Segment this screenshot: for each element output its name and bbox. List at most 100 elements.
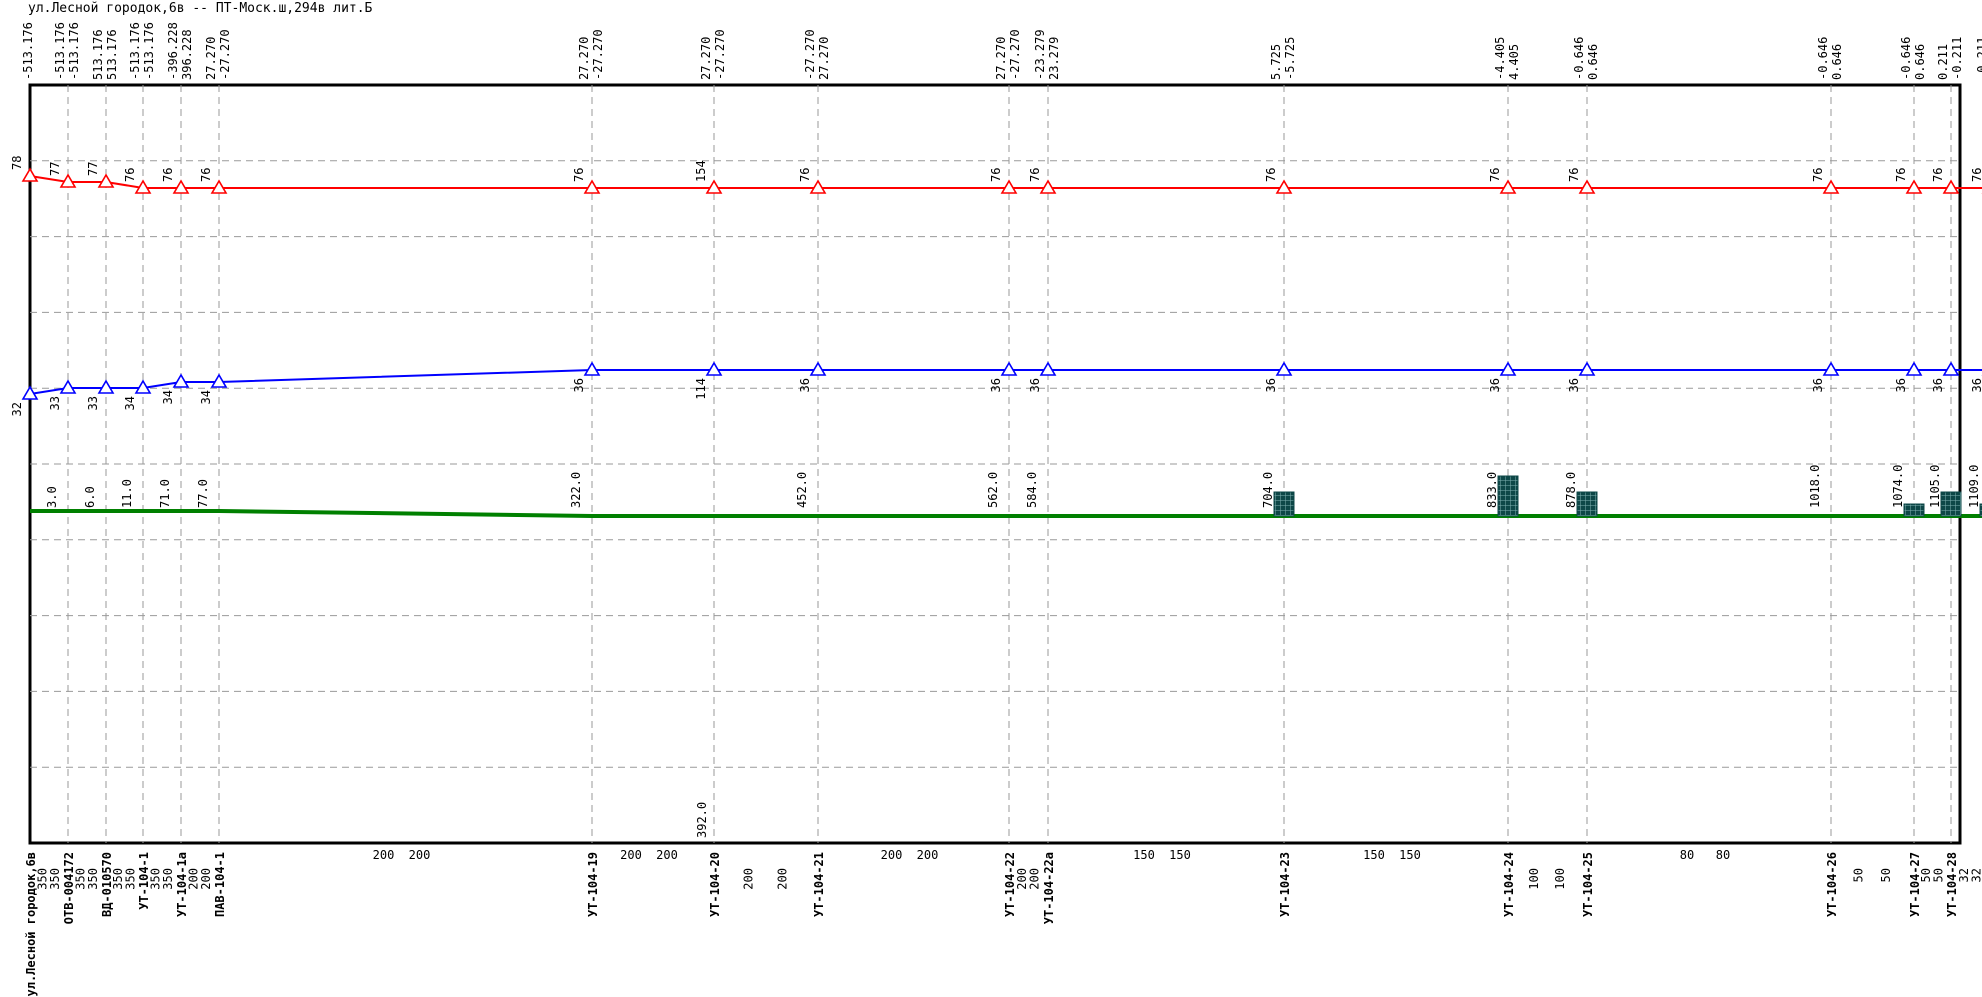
series-value-label: 36 [1970, 378, 1982, 392]
series-value-label: 76 [1931, 168, 1945, 182]
hatch-block [1273, 491, 1295, 517]
hatch-block [1940, 491, 1962, 517]
series-value-label: 34 [123, 396, 137, 410]
segment-length-label: 200 [776, 868, 790, 890]
top-value-label: 23.279 [1047, 37, 1061, 80]
top-value-label: 27.270 [577, 37, 591, 80]
elevation-label: 77.0 [196, 479, 210, 508]
elevation-label: 1109.0 [1967, 465, 1981, 508]
series-value-label: 76 [989, 168, 1003, 182]
elevation-label: 562.0 [986, 472, 1000, 508]
series-value-label: 32 [10, 402, 24, 416]
segment-length-label: 200 [199, 868, 213, 890]
top-value-label: -0.646 [1572, 37, 1586, 80]
elevation-label: 392.0 [695, 802, 709, 838]
segment-length-label: 350 [86, 868, 100, 890]
segment-length-label: 80 [1716, 848, 1730, 862]
series-value-label: 77 [48, 162, 62, 176]
series-value-label: 76 [798, 168, 812, 182]
top-value-label: -513.176 [128, 22, 142, 80]
series-value-label: 76 [1894, 168, 1908, 182]
elevation-label: 452.0 [795, 472, 809, 508]
series-marker [210, 373, 228, 388]
series-marker [21, 385, 39, 400]
chart-title: ул.Лесной городок,6в -- ПТ-Моск.ш,294в л… [28, 1, 373, 16]
top-value-label: 27.270 [994, 37, 1008, 80]
elevation-label: 1105.0 [1928, 465, 1942, 508]
top-value-label: -27.270 [1008, 29, 1022, 80]
segment-length-label: 150 [1169, 848, 1191, 862]
node-name-label: УТ-104-24 [1502, 852, 1516, 917]
top-value-label: -0.646 [1816, 37, 1830, 80]
series-marker [172, 373, 190, 388]
top-value-label: -27.270 [591, 29, 605, 80]
series-marker [1905, 179, 1923, 194]
series-marker [1499, 361, 1517, 376]
elevation-label: 322.0 [569, 472, 583, 508]
series-value-label: 76 [161, 168, 175, 182]
elevation-line [30, 509, 1982, 518]
segment-length-label: 32 [1970, 868, 1982, 882]
segment-length-label: 200 [373, 848, 395, 862]
segment-length-label: 350 [123, 868, 137, 890]
segment-length-label: 200 [1028, 868, 1042, 890]
top-value-label: 0.211 [1936, 44, 1950, 80]
series-marker [1822, 179, 1840, 194]
series-value-label: 76 [1264, 168, 1278, 182]
series-value-label: 78 [10, 156, 24, 170]
series-marker [59, 379, 77, 394]
hatch-block [1903, 503, 1925, 517]
segment-length-label: 100 [1553, 868, 1567, 890]
segment-length-label: 80 [1680, 848, 1694, 862]
node-name-label: УТ-104-23 [1278, 852, 1292, 917]
elevation-label: 878.0 [1564, 472, 1578, 508]
node-name-label: УТ-104-1а [175, 852, 189, 917]
series-marker [172, 179, 190, 194]
top-value-label: -513.176 [53, 22, 67, 80]
top-value-label: 513.176 [91, 29, 105, 80]
series-marker [1499, 179, 1517, 194]
segment-length-label: 200 [881, 848, 903, 862]
top-value-label: -513.176 [67, 22, 81, 80]
series-marker [1578, 179, 1596, 194]
top-value-label: 0.646 [1830, 44, 1844, 80]
series-marker [809, 179, 827, 194]
top-value-label: 27.270 [699, 37, 713, 80]
segment-length-label: 200 [917, 848, 939, 862]
series-value-label: 34 [161, 390, 175, 404]
elevation-label: 1074.0 [1891, 465, 1905, 508]
series-value-label: 154 [694, 160, 708, 182]
series-value-label: 77 [86, 162, 100, 176]
series-marker [1942, 361, 1960, 376]
series-value-label: 36 [1488, 378, 1502, 392]
top-value-label: -5.725 [1283, 37, 1297, 80]
series-line [29, 175, 1982, 189]
series-marker [1822, 361, 1840, 376]
top-value-label: -23.279 [1033, 29, 1047, 80]
series-marker [59, 173, 77, 188]
node-name-label: УТ-104-1 [137, 852, 151, 910]
node-name-label: УТ-104-26 [1825, 852, 1839, 917]
segment-length-label: 200 [187, 868, 201, 890]
top-value-label: -0.211 [1975, 37, 1982, 80]
series-marker [1275, 361, 1293, 376]
top-value-label: -513.176 [21, 22, 35, 80]
elevation-label: 71.0 [158, 479, 172, 508]
series-value-label: 33 [48, 396, 62, 410]
elevation-label: 704.0 [1261, 472, 1275, 508]
segment-length-label: 200 [620, 848, 642, 862]
series-value-label: 36 [1811, 378, 1825, 392]
top-value-label: -396.228 [166, 22, 180, 80]
series-value-label: 36 [1894, 378, 1908, 392]
series-value-label: 33 [86, 396, 100, 410]
top-value-label: 27.270 [817, 37, 831, 80]
segment-length-label: 32 [1957, 868, 1971, 882]
series-marker [705, 179, 723, 194]
segment-length-label: 200 [741, 868, 755, 890]
segment-length-label: 350 [161, 868, 175, 890]
top-value-label: 513.176 [105, 29, 119, 80]
top-value-label: 4.405 [1507, 44, 1521, 80]
series-marker [1000, 179, 1018, 194]
hatch-block [1576, 491, 1598, 517]
